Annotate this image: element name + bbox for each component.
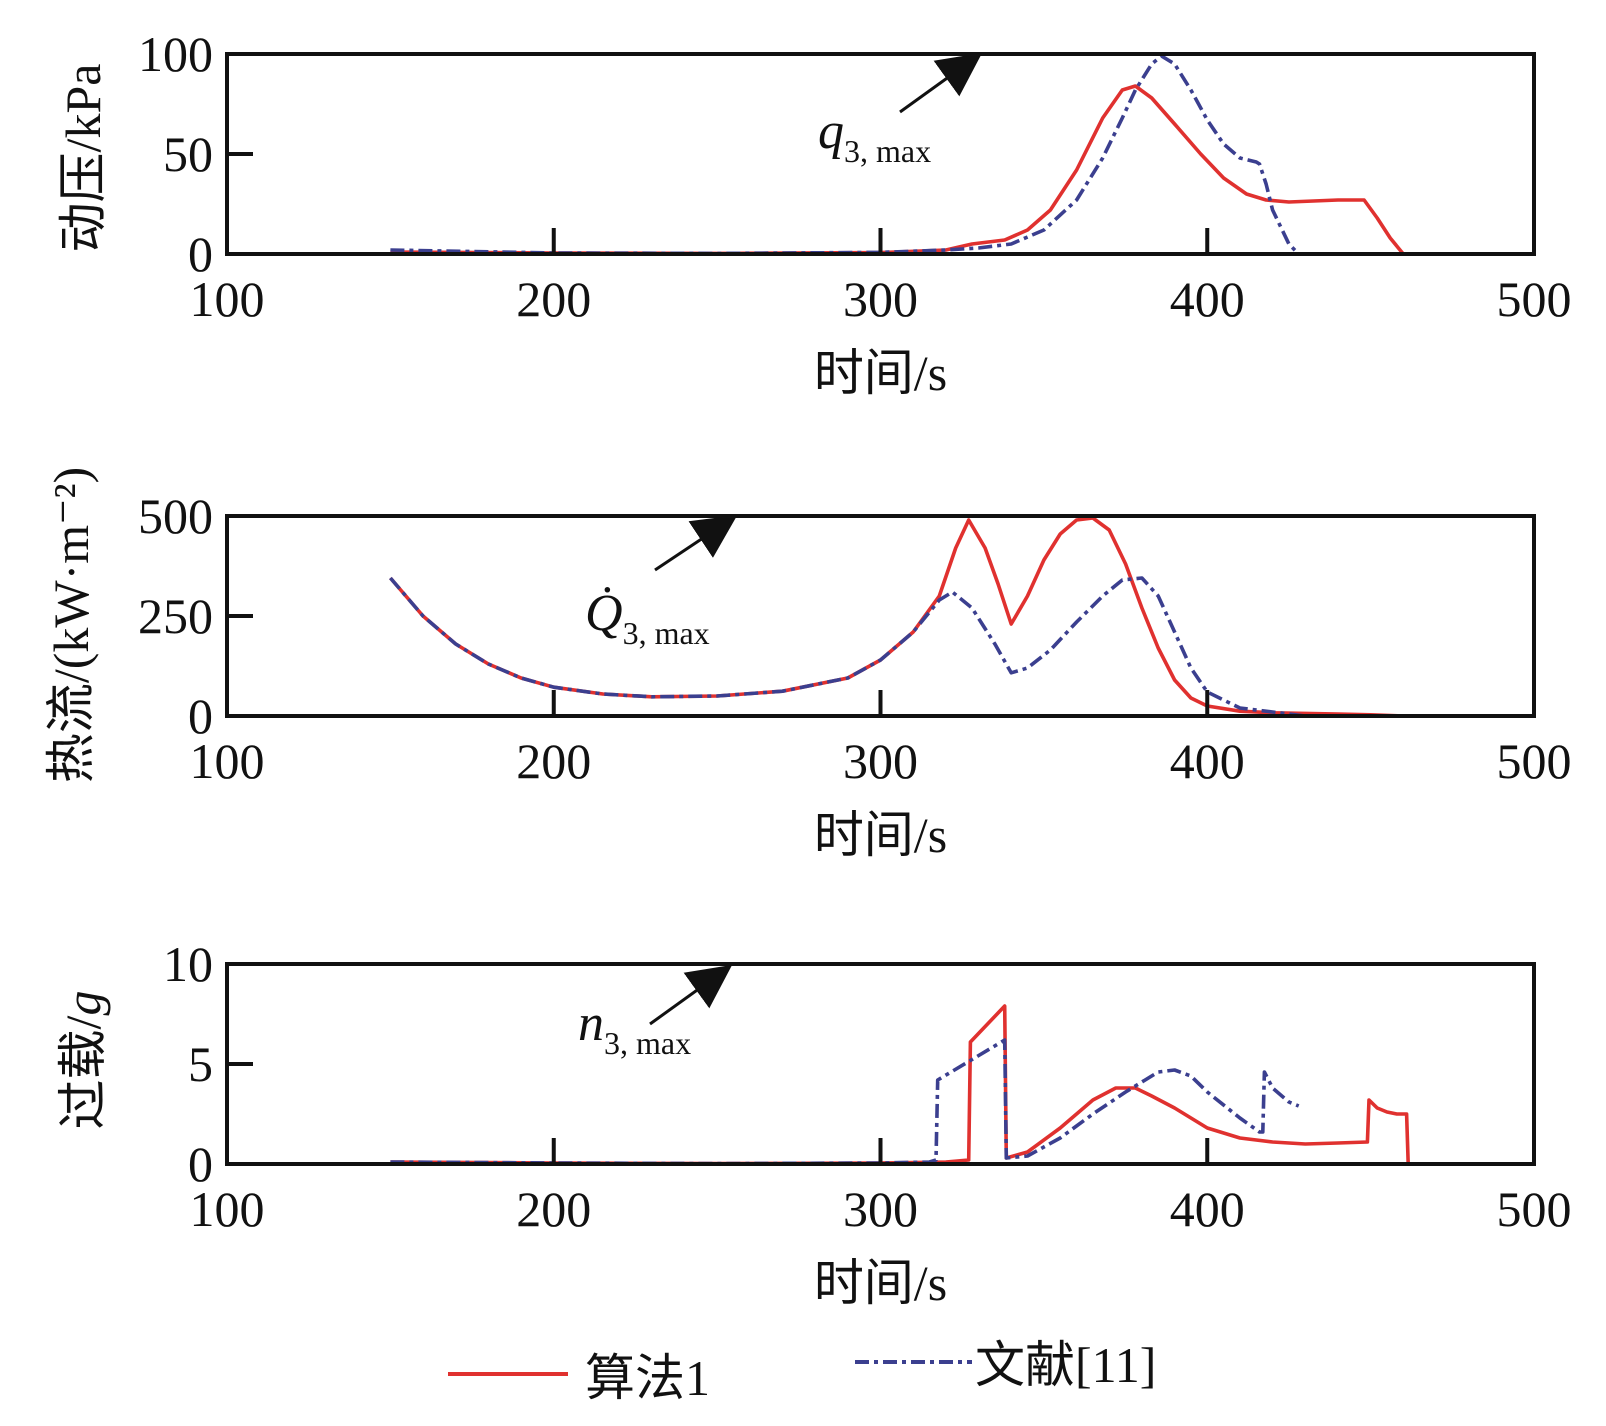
annotation-symbol: n [578,995,604,1052]
y-tick-label: 10 [163,936,213,992]
y-tick-label: 100 [138,26,213,82]
annotation-subscript: 3, max [623,615,710,651]
legend-label-reference: 文献[11] [975,1337,1156,1393]
series-line-reference [390,54,1300,256]
x-tick-label: 300 [843,271,918,327]
x-tick-label: 500 [1497,271,1572,327]
y-axis-label: 动压/kPa [55,64,111,253]
y-tick-label: 250 [138,588,213,644]
annotation-arrow [649,964,733,1026]
x-axis-label: 时间/s [814,807,947,863]
annotation-label: n3, max [578,995,691,1061]
annotation-subscript: 3, max [844,133,931,169]
annotation-label: Q̇3, max [585,585,710,651]
x-tick-label: 100 [190,271,265,327]
x-tick-label: 400 [1170,1181,1245,1237]
x-tick-label: 200 [516,271,591,327]
chart-panel-dynamic_pressure: 100 200 300 400 500 0 50 100 时间/s 动压/kPa q3, max [55,26,1572,401]
y-tick-label: 0 [188,688,213,744]
x-tick-label: 300 [843,1181,918,1237]
legend-label-algorithm: 算法1 [585,1350,710,1406]
x-tick-label: 500 [1497,1181,1572,1237]
series-line-reference [389,576,1306,718]
y-tick-label: 50 [163,126,213,182]
chart-panel-heat_flux: 100 200 300 400 500 0 250 500 时间/s 热流/(kW·m⁻²) Q̇3… [43,467,1572,863]
x-tick-label: 400 [1170,733,1245,789]
x-axis-label: 时间/s [814,345,947,401]
annotation-arrow [899,52,983,114]
series-line-algorithm [390,84,1405,256]
y-tick-label: 0 [188,1136,213,1192]
x-tick-label: 100 [190,1181,265,1237]
y-axis-label: 过载/g [55,991,111,1130]
series-line-algorithm [390,1004,1410,1166]
plot-frame [225,962,1536,1166]
series-line-algorithm [389,516,1404,718]
y-tick-label: 5 [188,1036,213,1092]
x-axis-label: 时间/s [814,1255,947,1311]
x-tick-label: 500 [1497,733,1572,789]
y-tick-label: 0 [188,226,213,282]
x-tick-label: 100 [190,733,265,789]
x-tick-label: 200 [516,733,591,789]
y-axis-label-unit: g [55,991,111,1016]
x-tick-label: 400 [1170,271,1245,327]
annotation-symbol: q [818,103,844,160]
x-tick-label: 200 [516,1181,591,1237]
y-tick-label: 500 [138,488,213,544]
legend: 算法1 文献[11] [448,1337,1156,1406]
annotation-subscript: 3, max [604,1025,691,1061]
x-tick-label: 300 [843,733,918,789]
annotation-arrow [654,515,738,572]
annotation-symbol: Q̇ [585,585,623,642]
chart-panel-overload: 100 200 300 400 500 0 5 10 时间/s 过载/g n3, max [55,936,1572,1311]
annotation-label: q3, max [818,103,931,169]
y-axis-label: 热流/(kW·m⁻²) [43,467,99,783]
